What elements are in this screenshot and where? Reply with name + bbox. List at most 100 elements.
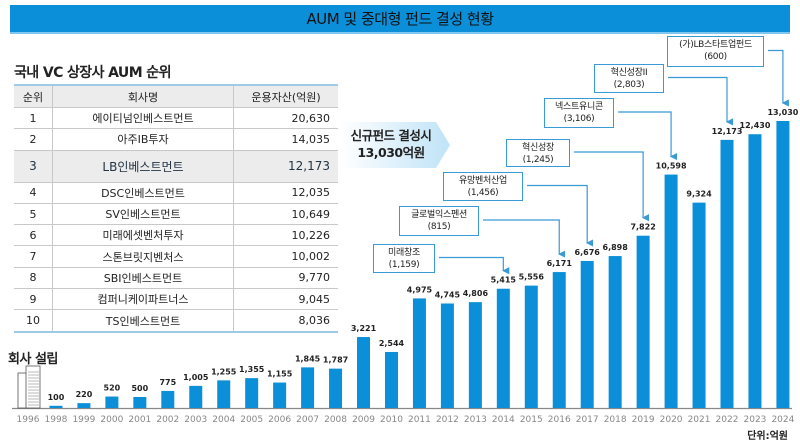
x-tick-label: 2016 <box>548 415 571 425</box>
connector-arrow <box>483 219 566 258</box>
x-tick-label: 2023 <box>744 415 767 425</box>
connector-arrow <box>668 76 733 126</box>
column-header-company: 회사명 <box>52 85 234 108</box>
bar-value-label: 4,975 <box>407 285 433 294</box>
x-tick-label: 2015 <box>520 415 543 425</box>
bar-value-label: 1,155 <box>267 370 293 379</box>
bar-2018 <box>608 256 622 408</box>
bar-2017 <box>580 260 594 408</box>
x-tick-label: 2004 <box>212 415 235 425</box>
bar-2013 <box>468 302 482 408</box>
bar-value-label: 100 <box>48 393 65 402</box>
fund-name: 미래창조 <box>388 248 420 258</box>
x-tick-label: 2018 <box>604 415 627 425</box>
column-header-aum: 운용자산(억원) <box>233 85 338 108</box>
table-row: 2 아주IB투자 14,035 <box>14 128 338 151</box>
bar-value-label: 775 <box>159 378 176 387</box>
cell-rank: 10 <box>14 309 53 333</box>
bar-2010 <box>384 351 398 408</box>
x-tick-label: 2009 <box>352 415 375 425</box>
table-title: 국내 VC 상장사 AUM 순위 <box>14 65 171 81</box>
x-tick-label: 2000 <box>100 415 123 425</box>
bar-value-label: 6,171 <box>547 259 573 268</box>
bar-2000 <box>105 396 119 408</box>
bar-value-label: 500 <box>131 384 148 393</box>
bar-2022 <box>720 139 734 409</box>
table-row: 9 컴퍼니케이파트너스 9,045 <box>14 288 338 311</box>
callout-line2: 13,030억원 <box>357 145 425 160</box>
cell-rank: 6 <box>14 224 53 247</box>
founding-label: 회사 설립 <box>8 352 58 367</box>
cell-aum: 10,649 <box>233 203 338 226</box>
x-tick-label: 2011 <box>408 415 431 425</box>
cell-name: LB인베스트먼트 <box>52 150 234 183</box>
connector-arrow <box>439 256 510 275</box>
cell-name: 컴퍼니케이파트너스 <box>52 288 234 311</box>
bar-2015 <box>524 285 538 408</box>
bar-2020 <box>664 174 678 408</box>
fund-name: 유망벤처산업 <box>459 176 507 186</box>
cell-name: 스톤브릿지벤처스 <box>52 245 234 268</box>
bar-2024 <box>776 121 790 408</box>
x-tick-label: 2003 <box>184 415 207 425</box>
table-row: 10 TS인베스트먼트 8,036 <box>14 309 338 333</box>
bar-value-label: 1,005 <box>183 373 209 382</box>
x-tick-label: 2024 <box>771 415 794 425</box>
bar-1999 <box>77 403 91 408</box>
x-tick-label: 1999 <box>72 415 95 425</box>
bar-2012 <box>440 303 454 408</box>
x-tick-label: 1996 <box>17 415 40 425</box>
bar-value-label: 4,806 <box>463 289 489 298</box>
fund-amount: (3,106) <box>563 114 595 124</box>
bar-value-label: 7,822 <box>630 223 655 232</box>
fund-annotation: 미래창조 (1,159) <box>373 244 435 273</box>
cell-rank: 2 <box>14 128 53 151</box>
cell-aum: 10,226 <box>233 224 338 247</box>
connector-arrow <box>618 111 678 161</box>
x-tick-label: 2005 <box>240 415 263 425</box>
fund-amount: (815) <box>427 222 451 232</box>
bar-value-label: 1,355 <box>239 365 265 374</box>
bar-2005 <box>245 378 259 408</box>
bar-value-label: 3,221 <box>351 324 377 333</box>
cell-name: 미래에셋벤처투자 <box>52 224 234 247</box>
table-row: 6 미래에셋벤처투자 10,226 <box>14 224 338 247</box>
x-tick-label: 2013 <box>464 415 487 425</box>
bar-2011 <box>412 298 426 408</box>
x-tick-label: 2017 <box>576 415 599 425</box>
table-row: 1 에이티넘인베스트먼트 20,630 <box>14 107 338 130</box>
bar-value-label: 12,430 <box>740 121 771 130</box>
table-row: 5 SV인베스트먼트 10,649 <box>14 203 338 226</box>
fund-name: 혁신성장 <box>522 143 554 153</box>
arrow-shape-icon <box>340 122 450 168</box>
bar-2008 <box>329 368 343 408</box>
x-tick-label: 2012 <box>436 415 459 425</box>
x-tick-label: 2014 <box>492 415 515 425</box>
cell-rank: 3 <box>14 150 53 183</box>
bar-value-label: 10,598 <box>656 162 687 171</box>
fund-name: (가)LB스타트업펀드 <box>679 40 752 50</box>
cell-rank: 4 <box>14 182 53 204</box>
bar-2002 <box>161 390 175 408</box>
bar-value-label: 2,544 <box>379 339 405 348</box>
bar-value-label: 13,030 <box>767 108 798 117</box>
cell-name: DSC인베스트먼트 <box>52 182 234 204</box>
bar-1998 <box>49 405 63 408</box>
x-tick-label: 2001 <box>128 415 151 425</box>
x-tick-label: 1998 <box>45 415 68 425</box>
bar-2021 <box>692 202 706 408</box>
fund-amount: (600) <box>704 52 727 62</box>
bar-value-label: 12,173 <box>712 127 743 136</box>
bar-value-label: 5,556 <box>519 273 545 282</box>
cell-rank: 8 <box>14 267 53 290</box>
fund-annotation: 글로벌익스펜션 (815) <box>399 206 479 236</box>
fund-annotation: 넥스트유니콘 (3,106) <box>544 98 614 128</box>
cell-name: TS인베스트먼트 <box>52 309 234 333</box>
bar-2023 <box>748 134 762 409</box>
cell-aum: 12,173 <box>233 150 338 183</box>
connector-arrow <box>527 184 594 247</box>
fund-amount: (1,245) <box>522 155 554 165</box>
bar-2009 <box>357 337 371 408</box>
cell-aum: 12,035 <box>233 182 338 204</box>
